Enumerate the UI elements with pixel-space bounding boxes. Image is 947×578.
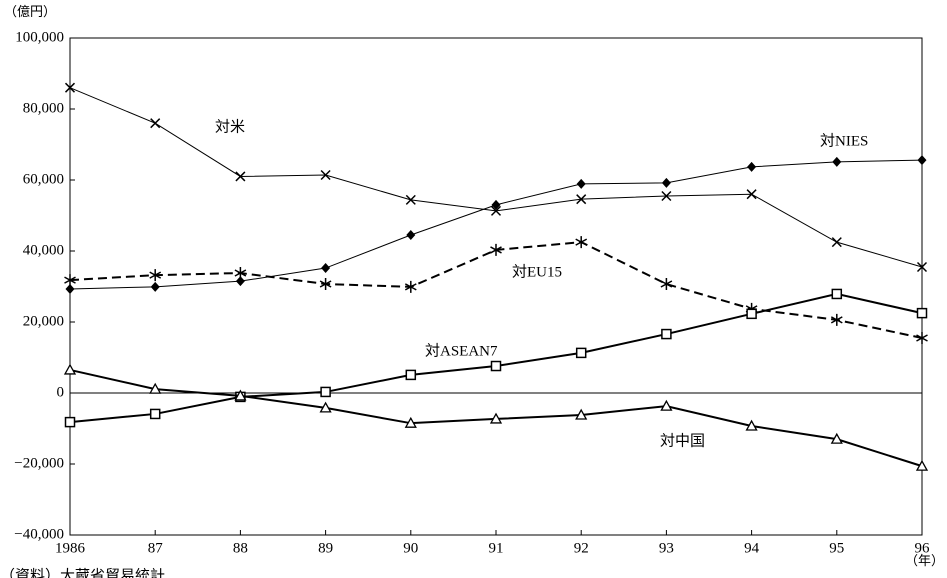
- marker: [830, 432, 843, 444]
- x-tick-label: 94: [744, 540, 760, 556]
- marker: [149, 269, 162, 282]
- marker: [915, 459, 929, 471]
- marker: [747, 161, 757, 172]
- marker: [406, 230, 416, 241]
- marker: [63, 363, 77, 375]
- marker: [404, 280, 417, 293]
- marker: [660, 278, 673, 291]
- marker: [64, 416, 76, 428]
- marker: [831, 288, 843, 300]
- marker: [661, 328, 672, 340]
- marker: [64, 82, 76, 93]
- series-line: [69, 241, 923, 339]
- marker: [235, 171, 246, 182]
- marker: [830, 313, 843, 326]
- x-tick-label: 91: [489, 540, 504, 556]
- marker: [575, 236, 588, 249]
- marker: [576, 194, 587, 205]
- marker: [405, 369, 417, 381]
- marker: [745, 419, 758, 431]
- marker: [746, 308, 757, 320]
- marker: [405, 194, 416, 205]
- marker: [746, 189, 757, 200]
- marker: [490, 243, 502, 256]
- marker: [150, 118, 161, 129]
- marker: [149, 408, 161, 420]
- marker: [404, 416, 417, 428]
- x-tick-label: 87: [148, 540, 164, 556]
- marker: [489, 412, 503, 424]
- x-tick-label: 1986: [55, 540, 86, 556]
- marker: [149, 382, 162, 394]
- y-tick-label: 60,000: [23, 171, 64, 187]
- marker: [660, 399, 673, 411]
- marker: [235, 276, 245, 287]
- y-tick-label: −40,000: [14, 526, 64, 542]
- marker: [575, 408, 588, 420]
- y-tick-label: −20,000: [14, 455, 64, 471]
- y-tick-label: 40,000: [23, 242, 64, 258]
- x-tick-label: 88: [233, 540, 248, 556]
- series-line: [69, 159, 923, 290]
- x-tick-label: 96: [915, 540, 931, 556]
- series-label: 対EU15: [512, 263, 562, 280]
- marker: [150, 281, 160, 292]
- marker: [661, 177, 671, 188]
- marker: [320, 169, 331, 181]
- plot-frame: [69, 37, 923, 536]
- source: （資料）大蔵省貿易統計: [0, 567, 165, 578]
- series-label: 対米: [215, 118, 245, 135]
- y-tick-label: 0: [57, 384, 65, 400]
- marker: [916, 261, 928, 273]
- x-tick-label: 90: [403, 540, 418, 556]
- series-label: 対NIES: [820, 132, 868, 149]
- x-tick-label: 92: [574, 540, 589, 556]
- marker: [490, 360, 502, 372]
- marker: [576, 178, 586, 189]
- x-unit: （年）: [905, 553, 944, 568]
- series-label: 対中国: [660, 432, 705, 449]
- marker: [916, 331, 928, 344]
- marker: [832, 156, 842, 167]
- y-unit: （億円）: [4, 4, 56, 19]
- marker: [319, 401, 332, 413]
- marker: [661, 190, 672, 202]
- marker: [234, 267, 247, 280]
- marker: [575, 347, 587, 359]
- marker: [320, 386, 331, 398]
- series-label: 対ASEAN7: [425, 342, 498, 359]
- marker: [831, 237, 842, 248]
- marker: [65, 283, 75, 294]
- marker: [916, 307, 928, 319]
- marker: [490, 205, 502, 216]
- y-tick-label: 20,000: [23, 313, 64, 329]
- x-tick-label: 95: [829, 540, 844, 556]
- y-tick-label: 100,000: [15, 29, 64, 45]
- marker: [491, 199, 501, 210]
- marker: [234, 389, 247, 401]
- marker: [319, 278, 332, 291]
- marker: [917, 155, 927, 166]
- marker: [64, 274, 76, 287]
- series-line: [69, 87, 923, 268]
- x-tick-label: 93: [659, 540, 674, 556]
- marker: [321, 263, 331, 274]
- y-tick-label: 80,000: [23, 100, 64, 116]
- x-tick-label: 89: [318, 540, 333, 556]
